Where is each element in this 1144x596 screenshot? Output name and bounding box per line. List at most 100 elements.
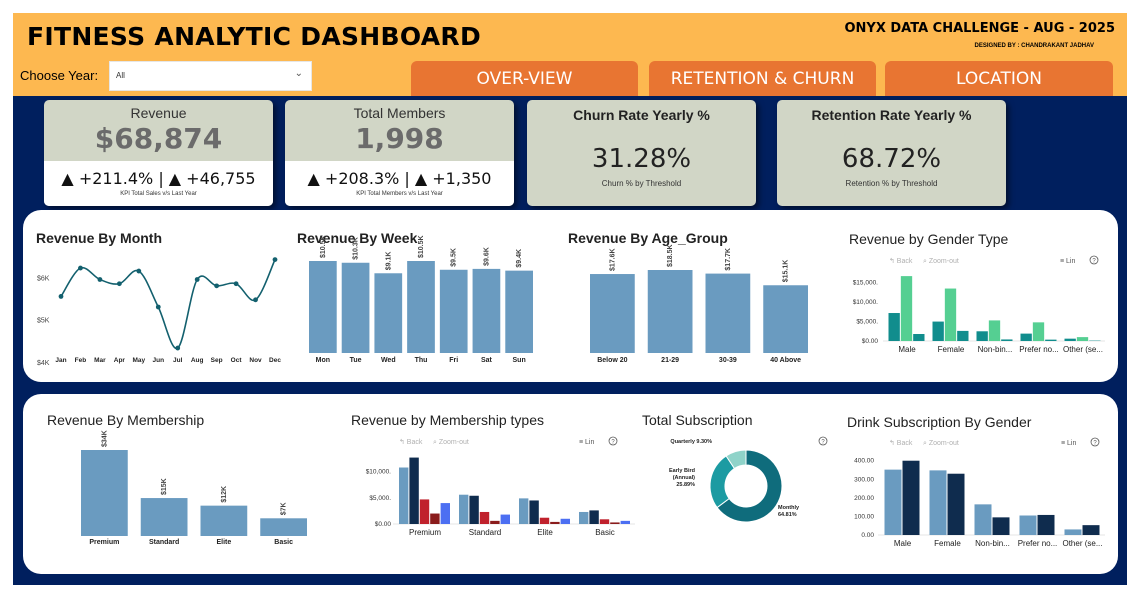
bar	[1037, 514, 1055, 535]
data-label: $9.5K	[451, 248, 458, 267]
category-label: Male	[898, 345, 916, 354]
x-tick-label: Jul	[173, 357, 183, 364]
data-point	[155, 304, 161, 310]
chart-title-membership-types: Revenue by Membership types	[351, 412, 544, 428]
slice-label-quarterly: Quarterly 9.30%	[670, 439, 712, 445]
category-label: Standard	[469, 528, 501, 537]
charts-panel-row2: Revenue By Membership Revenue by Members…	[23, 394, 1118, 574]
category-label: Prefer no...	[1019, 345, 1059, 354]
data-point	[116, 281, 122, 287]
category-label: Fri	[449, 357, 458, 364]
data-label: $9.6K	[483, 247, 490, 266]
y-tick-label: $0.00	[862, 338, 879, 345]
bar	[459, 494, 469, 524]
lin-toggle[interactable]: ≡ Lin	[579, 439, 594, 446]
bar	[888, 313, 900, 341]
slice-label-monthly: Monthly	[778, 505, 800, 511]
designer-credit: DESIGNED BY : CHANDRAKANT JADHAV	[974, 43, 1094, 49]
x-tick-label: Aug	[191, 357, 204, 364]
tab-overview[interactable]: OVER-VIEW	[411, 61, 638, 96]
category-label: Elite	[537, 528, 553, 537]
zoom-out-button[interactable]: ⌕ Zoom-out	[923, 258, 959, 265]
back-button[interactable]: ↰ Back	[399, 438, 423, 446]
y-tick-label: 0.00	[861, 532, 874, 539]
bar	[932, 321, 944, 341]
bar	[419, 499, 430, 524]
data-label: $10.3K	[353, 237, 360, 260]
data-point	[233, 281, 239, 287]
pie-slice	[725, 449, 747, 470]
bar	[1045, 339, 1057, 341]
x-tick-label: Mar	[94, 357, 106, 364]
help-icon[interactable]	[1089, 255, 1099, 265]
zoom-out-button[interactable]: ⌕ Zoom-out	[433, 439, 469, 446]
bar	[81, 450, 128, 536]
data-label: $10.5K	[320, 235, 327, 258]
category-label: Below 20	[597, 357, 627, 364]
year-select[interactable]: All ⌄	[109, 61, 312, 91]
y-tick-label: 200.00	[854, 495, 874, 502]
category-label: Male	[894, 539, 912, 548]
chart-title-gender: Revenue by Gender Type	[849, 231, 1009, 247]
category-label: Basic	[274, 539, 293, 546]
year-select-value: All	[116, 71, 125, 80]
help-icon[interactable]	[818, 436, 828, 446]
category-label: Wed	[381, 357, 396, 364]
help-icon-glyph: ?	[611, 440, 615, 446]
dashboard-header: FITNESS ANALYTIC DASHBOARD ONYX DATA CHA…	[13, 13, 1127, 96]
category-label: Elite	[216, 539, 231, 546]
bar	[407, 261, 435, 353]
bar	[550, 521, 560, 524]
bar	[1019, 515, 1037, 535]
bar	[560, 518, 570, 524]
category-label: Thu	[415, 357, 428, 364]
kpi-subtitle: Retention % by Threshold	[845, 179, 938, 188]
help-icon[interactable]	[1090, 437, 1100, 447]
lin-toggle[interactable]: ≡ Lin	[1060, 258, 1075, 265]
bar	[439, 269, 468, 353]
zoom-out-button[interactable]: ⌕ Zoom-out	[923, 440, 959, 447]
category-label: Other (se...	[1062, 539, 1102, 548]
chart-title-membership: Revenue By Membership	[47, 412, 205, 428]
data-label: $17.6K	[609, 248, 616, 271]
bar	[1001, 339, 1013, 341]
data-point	[175, 345, 181, 351]
y-tick-label: $6K	[37, 275, 50, 282]
bar	[200, 505, 248, 536]
pie-slice	[716, 449, 783, 523]
bar	[957, 330, 969, 341]
help-icon[interactable]	[608, 436, 618, 446]
bar	[579, 511, 589, 524]
category-label: Mon	[316, 357, 330, 364]
x-tick-label: Jan	[55, 357, 66, 364]
lin-toggle[interactable]: ≡ Lin	[1061, 440, 1076, 447]
chart-title-month: Revenue By Month	[36, 230, 163, 246]
y-tick-label: $15,000.	[853, 280, 878, 287]
bar	[944, 288, 957, 341]
back-button[interactable]: ↰ Back	[889, 439, 913, 447]
bar	[529, 500, 539, 524]
charts-row1-svg: $4K $5K $6K Jan Feb Mar Apr May Jun Jul Aug Sep Oct N…	[37, 235, 1105, 367]
category-label: 30-39	[719, 357, 737, 364]
back-button[interactable]: ↰ Back	[889, 257, 913, 265]
help-icon-glyph: ?	[1092, 259, 1096, 265]
bar	[976, 331, 988, 341]
bar	[599, 519, 610, 524]
kpi-title: Churn Rate Yearly %	[573, 107, 710, 123]
chart-title-age: Revenue By Age_Group	[568, 230, 728, 246]
kpi-subtitle: KPI Total Sales v/s Last Year	[120, 191, 197, 197]
bar	[519, 498, 529, 524]
help-icon-glyph: ?	[1093, 441, 1097, 447]
x-tick-label: Jun	[152, 357, 164, 364]
slice-label-earlybird-2: (Annual)	[673, 475, 695, 481]
slice-value-monthly: 64.81%	[778, 512, 797, 518]
tab-retention-churn[interactable]: RETENTION & CHURN	[649, 61, 876, 96]
charts-row2-svg: $34K Premium $15K Standard $12K Elite $7K Basic…	[81, 430, 1105, 548]
kpi-subtitle: KPI Total Members v/s Last Year	[356, 191, 443, 197]
tab-location[interactable]: LOCATION	[885, 61, 1113, 96]
bar	[500, 514, 510, 524]
bar	[399, 467, 409, 524]
data-label: $10.5K	[418, 235, 425, 258]
bar	[647, 270, 693, 353]
y-tick-label: $5K	[37, 318, 50, 325]
